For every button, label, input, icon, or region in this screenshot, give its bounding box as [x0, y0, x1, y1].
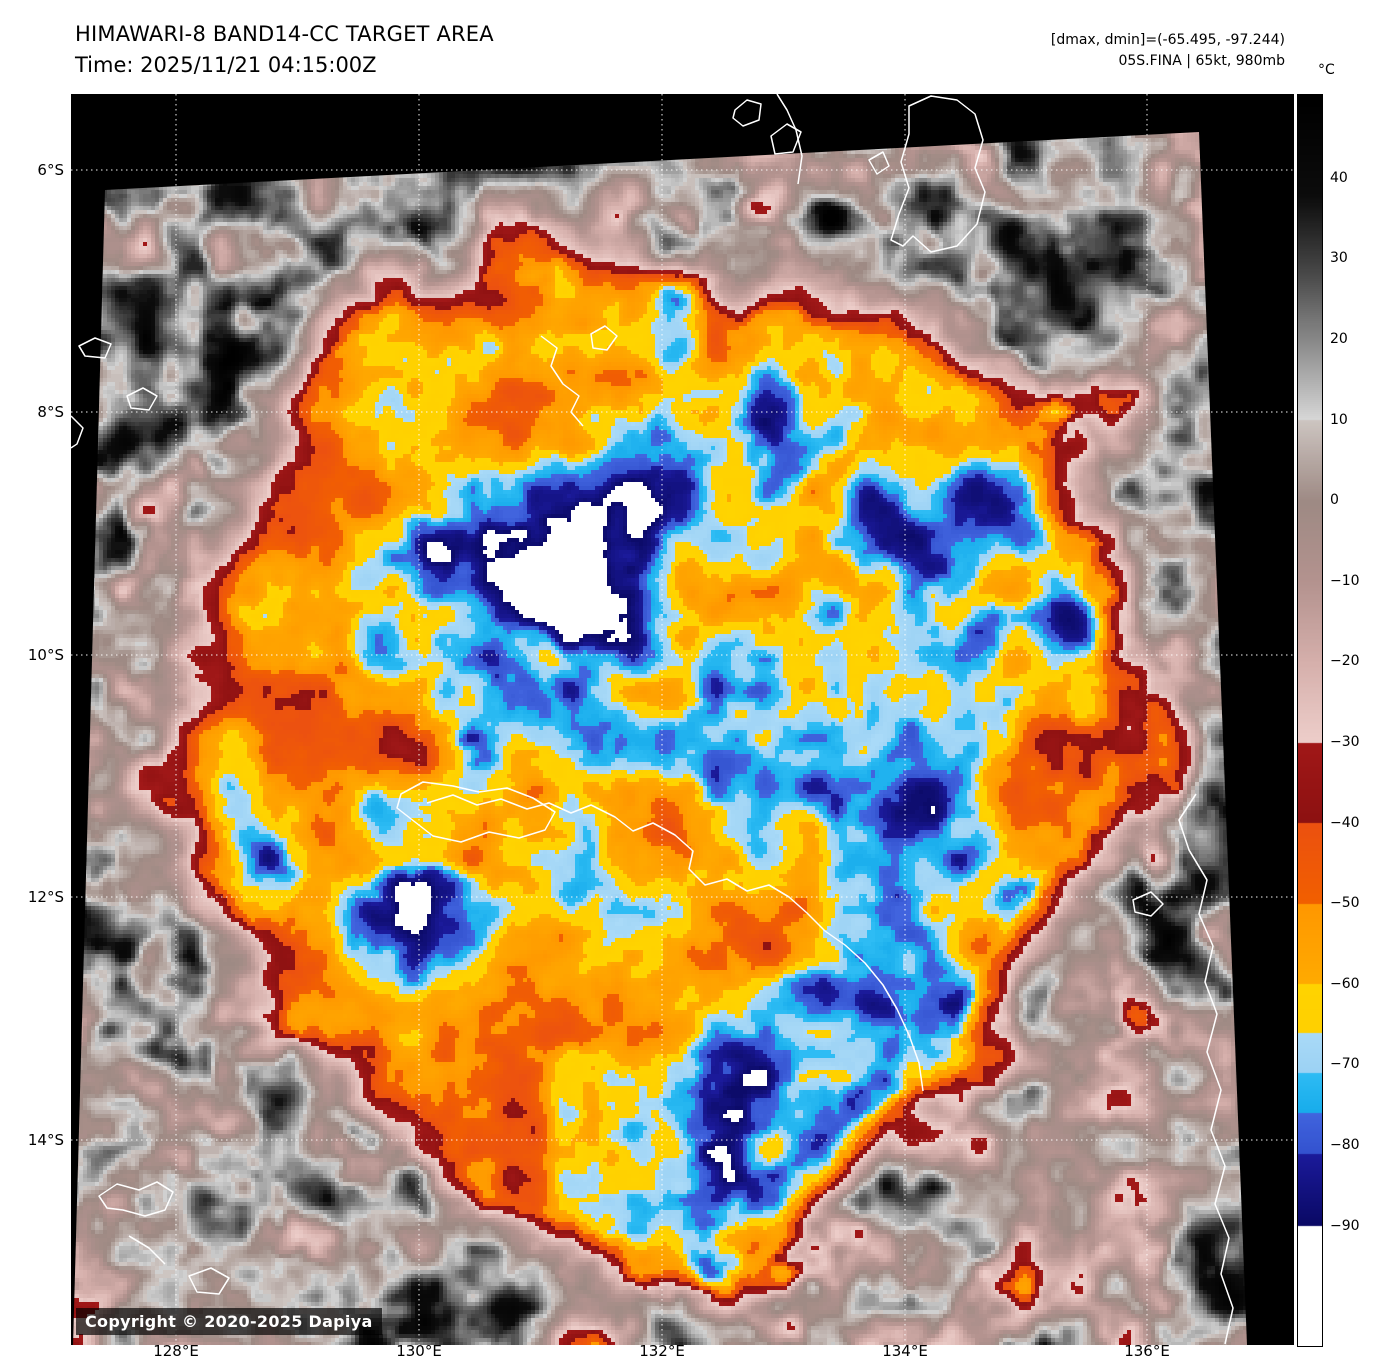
lat-tick-label: 6°S: [37, 161, 64, 179]
lat-tick-label: 12°S: [27, 888, 64, 906]
lon-tick-label: 132°E: [639, 1342, 685, 1360]
lat-tick-label: 8°S: [37, 403, 64, 421]
lon-tick-label: 130°E: [396, 1342, 442, 1360]
colorbar-tick-label: −60: [1330, 975, 1360, 992]
colorbar-tick-label: −30: [1330, 734, 1360, 751]
satellite-image: [71, 94, 1294, 1345]
colorbar-tick-label: 0: [1330, 492, 1339, 509]
storm-info: 05S.FINA | 65kt, 980mb: [1118, 53, 1285, 69]
colorbar-tick-label: −70: [1330, 1056, 1360, 1073]
colorbar-tick-label: −50: [1330, 895, 1360, 912]
lat-tick-label: 14°S: [27, 1131, 64, 1149]
dmax-dmin-readout: [dmax, dmin]=(-65.495, -97.244): [1050, 32, 1285, 48]
colorbar-tick-label: −80: [1330, 1137, 1360, 1154]
lon-tick-label: 134°E: [882, 1342, 928, 1360]
plot-time: Time: 2025/11/21 04:15:00Z: [75, 53, 377, 77]
colorbar-tick-label: −90: [1330, 1217, 1360, 1234]
colorbar: [1297, 94, 1323, 1347]
colorbar-tick-label: −10: [1330, 572, 1360, 589]
colorbar-tick-label: 40: [1330, 169, 1348, 186]
colorbar-tick-label: 20: [1330, 331, 1348, 348]
colorbar-unit-label: °C: [1318, 62, 1335, 78]
colorbar-tick-label: 10: [1330, 411, 1348, 428]
copyright-label: Copyright © 2020-2025 Dapiya: [76, 1308, 382, 1335]
colorbar-tick-label: −40: [1330, 814, 1360, 831]
lon-tick-label: 128°E: [153, 1342, 199, 1360]
plot-title: HIMAWARI-8 BAND14-CC TARGET AREA: [75, 22, 494, 46]
header-readouts: [dmax, dmin]=(-65.495, -97.244) 05S.FINA…: [1051, 30, 1285, 72]
colorbar-tick-label: −20: [1330, 653, 1360, 670]
lat-tick-label: 10°S: [27, 646, 64, 664]
lon-tick-label: 136°E: [1124, 1342, 1170, 1360]
colorbar-tick-label: 30: [1330, 250, 1348, 267]
